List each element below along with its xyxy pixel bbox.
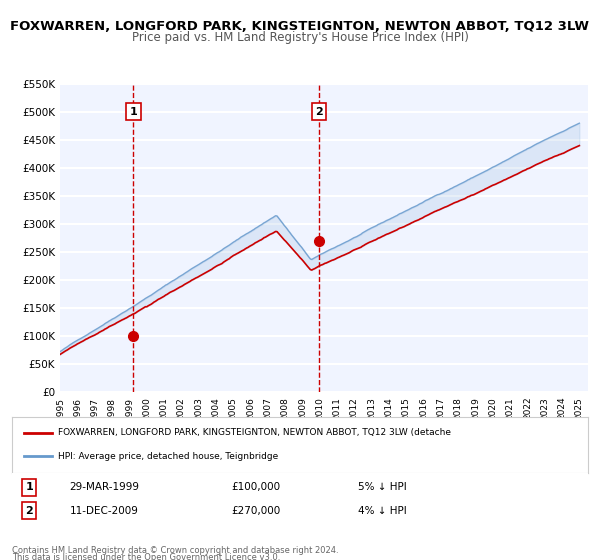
Text: 5% ↓ HPI: 5% ↓ HPI (358, 482, 406, 492)
Text: 11-DEC-2009: 11-DEC-2009 (70, 506, 139, 516)
Text: This data is licensed under the Open Government Licence v3.0.: This data is licensed under the Open Gov… (12, 553, 280, 560)
Text: £270,000: £270,000 (231, 506, 280, 516)
Text: Price paid vs. HM Land Registry's House Price Index (HPI): Price paid vs. HM Land Registry's House … (131, 31, 469, 44)
Text: HPI: Average price, detached house, Teignbridge: HPI: Average price, detached house, Teig… (58, 452, 278, 461)
Text: 29-MAR-1999: 29-MAR-1999 (70, 482, 140, 492)
Text: £100,000: £100,000 (231, 482, 280, 492)
Text: 2: 2 (315, 107, 323, 116)
Text: FOXWARREN, LONGFORD PARK, KINGSTEIGNTON, NEWTON ABBOT, TQ12 3LW: FOXWARREN, LONGFORD PARK, KINGSTEIGNTON,… (11, 20, 589, 32)
Text: 1: 1 (25, 482, 33, 492)
Text: 2: 2 (25, 506, 33, 516)
Text: 4% ↓ HPI: 4% ↓ HPI (358, 506, 406, 516)
Text: Contains HM Land Registry data © Crown copyright and database right 2024.: Contains HM Land Registry data © Crown c… (12, 546, 338, 555)
Text: 1: 1 (130, 107, 137, 116)
Text: FOXWARREN, LONGFORD PARK, KINGSTEIGNTON, NEWTON ABBOT, TQ12 3LW (detache: FOXWARREN, LONGFORD PARK, KINGSTEIGNTON,… (58, 428, 451, 437)
